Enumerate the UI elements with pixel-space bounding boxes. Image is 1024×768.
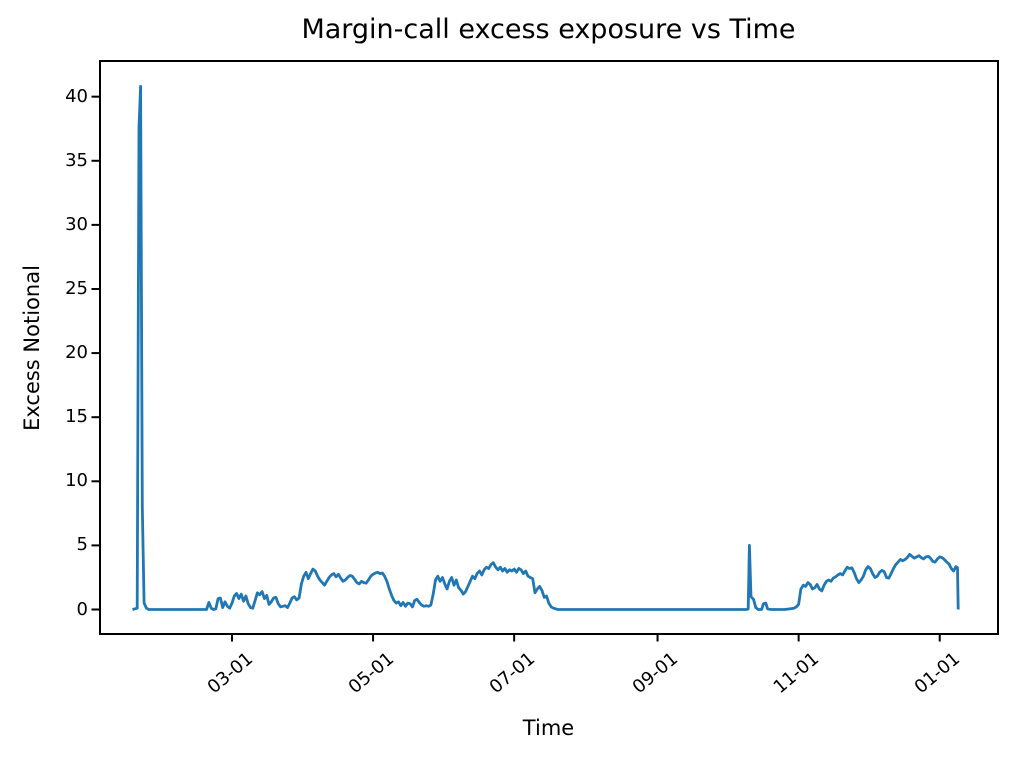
x-axis-ticks xyxy=(230,634,941,642)
y-tick-label: 0 xyxy=(76,598,88,620)
y-tick-label: 15 xyxy=(65,406,88,428)
y-tick-label: 30 xyxy=(65,213,88,235)
y-axis-ticks xyxy=(91,95,99,611)
y-tick-label: 20 xyxy=(65,342,88,364)
series-line xyxy=(132,85,960,611)
y-tick-label: 40 xyxy=(65,85,88,107)
y-axis-label: Excess Notional xyxy=(20,265,44,431)
y-tick-label: 25 xyxy=(65,277,88,299)
plot-frame xyxy=(99,60,999,635)
y-tick-label: 10 xyxy=(65,470,88,492)
chart-title: Margin-call excess exposure vs Time xyxy=(301,14,796,45)
y-tick-label: 5 xyxy=(76,534,88,556)
x-axis-label: Time xyxy=(522,716,575,740)
y-tick-label: 35 xyxy=(65,149,88,171)
